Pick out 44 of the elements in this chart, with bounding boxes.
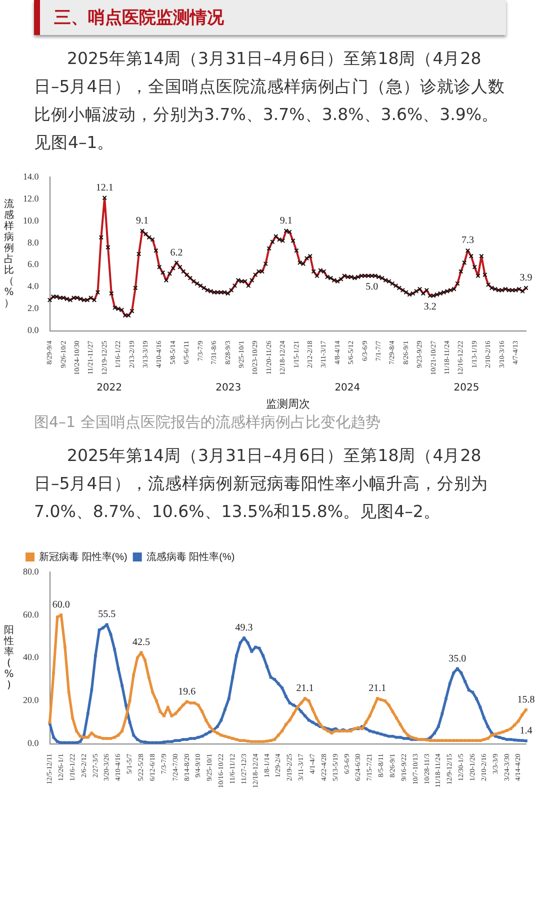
legend-label: 流感病毒 阳性率(%) (146, 550, 235, 563)
text: 图4–1 全国哨点医院报告的流感样病例占比变化趋势 (33, 413, 382, 432)
text: 2025 (454, 382, 480, 394)
text: 三、哨点医院监测情况 (34, 0, 506, 35)
data-label: 21.1 (296, 683, 314, 694)
x-axis-title: 监测周次 (266, 397, 310, 410)
y-axis-title: 阳性率(%) (3, 624, 14, 691)
data-label: 6.2 (170, 247, 183, 258)
y-tick-label: 10.0 (23, 215, 40, 226)
y-tick-label: 40.0 (23, 652, 40, 662)
data-label: 35.0 (448, 653, 466, 664)
y-tick-label: 20.0 (23, 695, 40, 706)
data-label: 3.2 (424, 301, 436, 312)
y-tick-label: 6.0 (28, 259, 40, 270)
y-tick-label: 80.0 (23, 566, 40, 576)
data-label: 3.9 (520, 272, 532, 284)
text: 2024 (334, 382, 360, 394)
y-tick-label: 0.0 (28, 738, 40, 748)
data-label: 49.3 (235, 622, 253, 634)
y-tick-label: 0.0 (28, 325, 40, 336)
data-label: 21.1 (368, 683, 386, 694)
data-label: 1.4 (520, 725, 532, 736)
text: 2025年第14周（3月31日–4月6日）至第18周（4月28日–5月4日），流感样病例新冠病毒阳性率小幅升高，分别为7.0%、8.7%、10.6%、13.5%和15.8%。见图4–2。 (33, 445, 490, 523)
text: 流感样病例占比（%） (4, 198, 14, 309)
y-tick-label: 4.0 (28, 281, 40, 292)
legend-label: 新冠病毒 阳性率(%) (39, 550, 128, 563)
text: 2025年第14周（3月31日–4月6日）至第18周（4月28日–5月4日），全国哨点医院流感样病例占门（急）诊就诊人数比例小幅波动，分别为3.7%、3.7%、3.8%、3.6%、3.9%。见图4–1。 (33, 48, 506, 154)
y-tick-label: 12.0 (23, 193, 40, 204)
data-label: 12.1 (96, 182, 114, 194)
y-tick-label: 2.0 (28, 303, 40, 314)
y-tick-label: 8.0 (28, 237, 40, 248)
text: 2022 (96, 382, 122, 394)
y-tick-label: 14.0 (23, 171, 40, 182)
data-label: 19.6 (178, 686, 196, 698)
data-label: 9.1 (280, 215, 292, 226)
data-label: 42.5 (132, 637, 150, 648)
data-label: 55.5 (98, 609, 116, 620)
data-label: 5.0 (366, 281, 378, 292)
text: 2023 (216, 382, 242, 394)
data-label: 7.3 (462, 235, 474, 246)
data-label: 15.8 (517, 694, 535, 706)
data-label: 60.0 (52, 600, 70, 611)
data-label: 9.1 (136, 215, 149, 226)
y-tick-label: 60.0 (23, 609, 40, 620)
